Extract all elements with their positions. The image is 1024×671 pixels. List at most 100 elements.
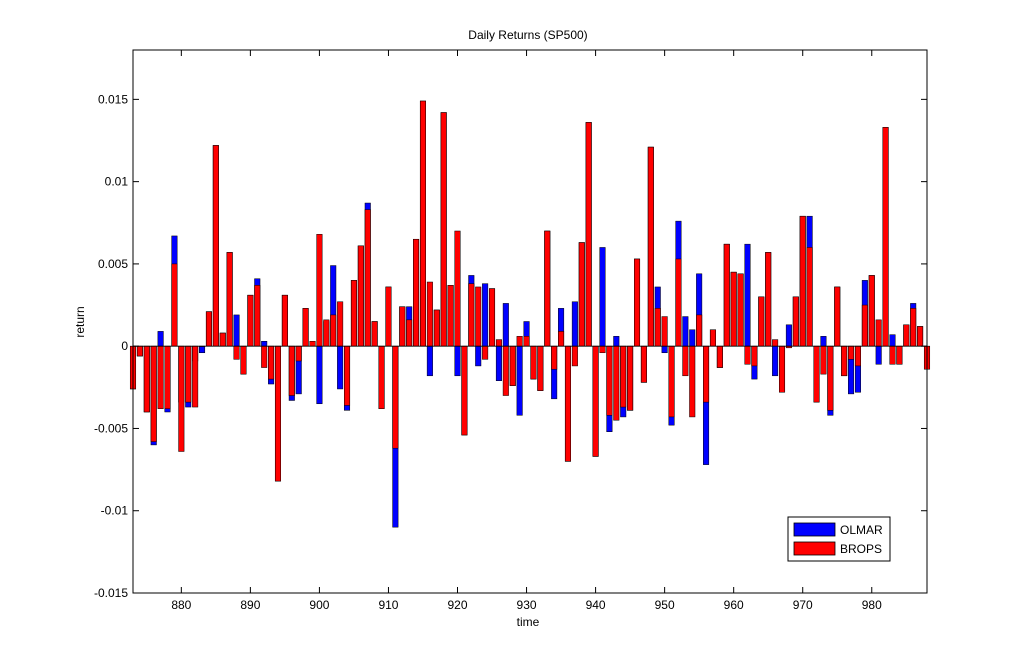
bar-brops-889 (241, 346, 247, 374)
bar-brops-908 (372, 322, 378, 347)
bar-brops-880 (179, 346, 185, 451)
bar-olmar-888 (234, 315, 240, 346)
bar-brops-979 (862, 305, 868, 346)
bar-brops-948 (648, 147, 654, 346)
bar-brops-923 (475, 287, 481, 346)
x-tick-label: 900 (309, 598, 329, 612)
bar-brops-986 (910, 308, 916, 346)
bar-brops-961 (738, 274, 744, 346)
bar-brops-943 (614, 346, 620, 420)
bar-brops-978 (855, 346, 861, 366)
bar-brops-956 (703, 346, 709, 402)
bar-brops-911 (393, 346, 399, 448)
y-tick-label: -0.01 (101, 504, 129, 518)
bar-brops-924 (482, 346, 488, 359)
bar-olmar-903 (337, 346, 343, 389)
bar-brops-952 (676, 259, 682, 346)
bar-brops-896 (289, 346, 295, 395)
bar-brops-942 (607, 346, 613, 415)
bar-olmar-924 (482, 284, 488, 347)
y-tick-label: 0 (121, 339, 128, 353)
bar-olmar-973 (821, 336, 827, 346)
bar-brops-926 (496, 340, 502, 347)
x-tick-label: 980 (862, 598, 882, 612)
bar-brops-936 (565, 346, 571, 461)
bar-olmar-968 (786, 325, 792, 346)
bar-brops-903 (337, 302, 343, 346)
bar-brops-874 (137, 346, 143, 356)
bar-brops-951 (669, 346, 675, 417)
bar-brops-899 (310, 341, 316, 346)
bar-brops-940 (593, 346, 599, 456)
bar-brops-947 (641, 346, 647, 382)
bar-brops-913 (406, 320, 412, 346)
bar-brops-969 (793, 297, 799, 346)
x-tick-label: 880 (171, 598, 191, 612)
bar-brops-907 (365, 210, 371, 347)
bar-brops-919 (448, 285, 454, 346)
bar-brops-944 (620, 346, 626, 407)
bar-olmar-941 (600, 247, 606, 346)
bar-brops-982 (883, 127, 889, 346)
bar-brops-972 (814, 346, 820, 402)
bars-layer (130, 101, 930, 527)
bar-brops-882 (192, 346, 198, 407)
bar-brops-966 (772, 340, 778, 347)
bar-brops-935 (558, 331, 564, 346)
bar-brops-893 (268, 346, 274, 379)
bar-brops-987 (917, 326, 923, 346)
bar-olmar-937 (572, 302, 578, 346)
bar-olmar-920 (455, 346, 461, 376)
bar-brops-909 (379, 346, 385, 409)
bar-brops-963 (752, 346, 758, 366)
bar-brops-877 (158, 346, 164, 409)
bar-olmar-927 (503, 303, 509, 346)
bar-brops-946 (634, 259, 640, 346)
bar-olmar-983 (890, 335, 896, 347)
bar-brops-981 (876, 320, 882, 346)
y-tick-label: 0.005 (98, 257, 128, 271)
y-axis-label: return (73, 306, 87, 337)
bar-olmar-900 (317, 346, 323, 404)
bar-brops-898 (303, 308, 309, 346)
bar-brops-887 (227, 252, 233, 346)
bar-brops-985 (904, 325, 910, 346)
bar-olmar-923 (475, 346, 481, 366)
bar-brops-886 (220, 333, 226, 346)
bar-brops-895 (282, 295, 288, 346)
bar-brops-970 (800, 216, 806, 346)
bar-olmar-981 (876, 346, 882, 364)
bar-brops-971 (807, 247, 813, 346)
bar-brops-876 (151, 346, 157, 441)
bar-brops-916 (427, 282, 433, 346)
bar-brops-918 (441, 113, 447, 347)
bar-brops-967 (779, 346, 785, 392)
bar-olmar-877 (158, 331, 164, 346)
bar-olmar-954 (689, 330, 695, 346)
bar-brops-960 (731, 272, 737, 346)
bar-brops-953 (683, 346, 689, 376)
bar-brops-964 (759, 297, 765, 346)
bar-brops-945 (627, 346, 633, 410)
bar-brops-915 (420, 101, 426, 346)
bar-olmar-953 (683, 317, 689, 347)
bar-olmar-929 (517, 346, 523, 415)
bar-brops-912 (400, 307, 406, 346)
bar-brops-984 (897, 346, 903, 364)
bar-brops-894 (275, 346, 281, 481)
bar-olmar-943 (614, 336, 620, 346)
x-tick-label: 930 (517, 598, 537, 612)
bar-brops-904 (344, 346, 350, 405)
bar-brops-938 (579, 243, 585, 347)
bar-brops-973 (821, 346, 827, 374)
bar-brops-939 (586, 122, 592, 346)
bar-brops-925 (489, 289, 495, 347)
legend-label-olmar: OLMAR (840, 523, 883, 537)
bar-brops-906 (358, 246, 364, 346)
chart-title: Daily Returns (SP500) (468, 28, 587, 42)
bar-brops-941 (600, 346, 606, 353)
bar-olmar-966 (772, 346, 778, 376)
